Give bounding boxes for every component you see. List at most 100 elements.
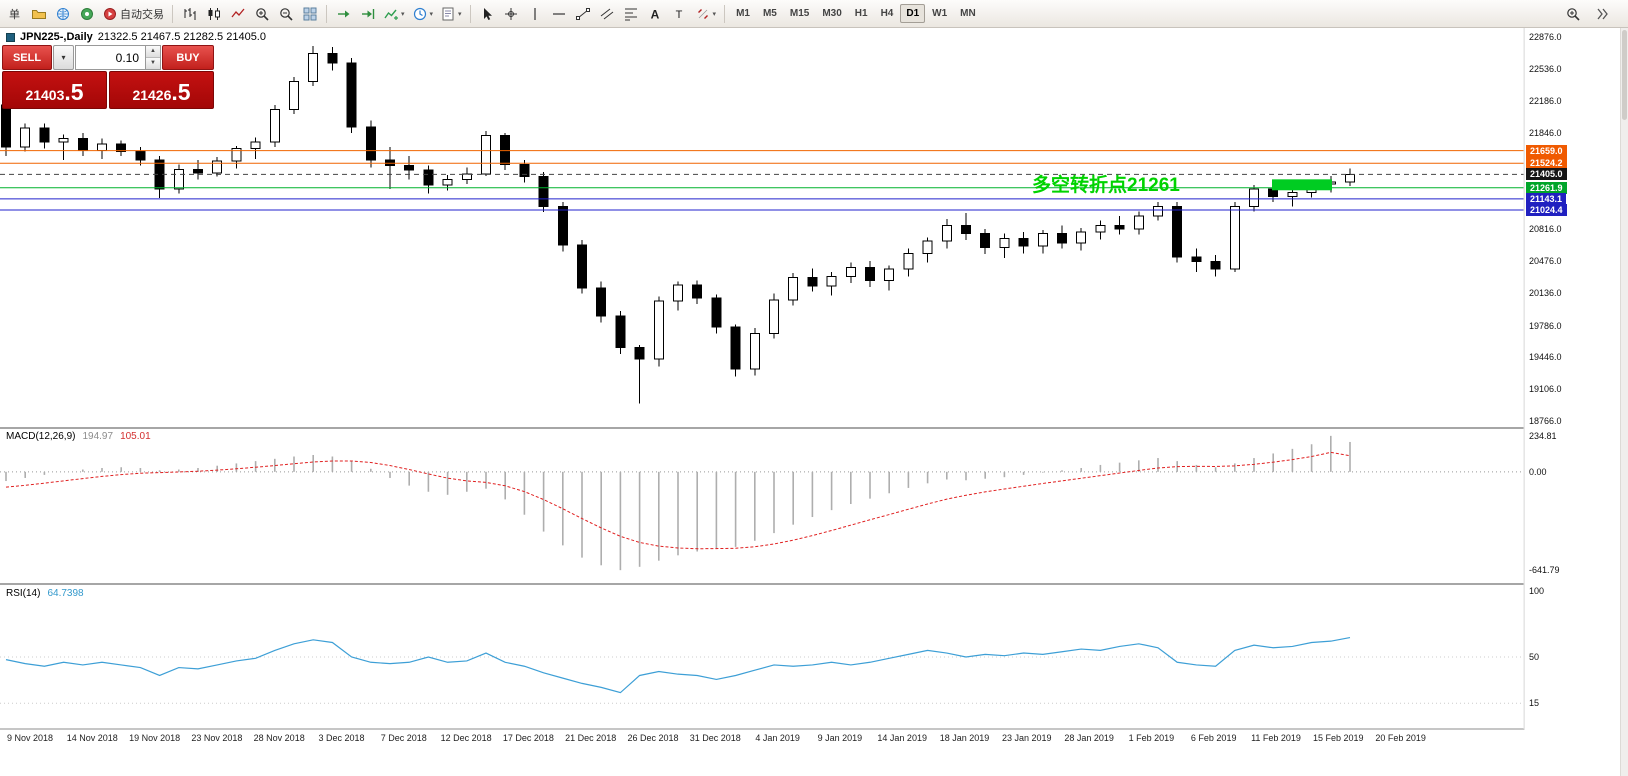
bar-chart-button[interactable]	[178, 2, 201, 25]
indicators-button[interactable]: ▾	[380, 2, 408, 25]
macd-signal-value: 105.01	[120, 431, 151, 442]
volume-increase-button[interactable]: ▲	[146, 46, 160, 58]
zoom-out-icon	[278, 6, 294, 22]
label-icon: T	[671, 6, 687, 22]
date-label: 19 Nov 2018	[129, 733, 181, 743]
sell-price-button[interactable]: 21403.5	[2, 71, 107, 109]
date-label: 14 Nov 2018	[66, 733, 118, 743]
charts-folder-button[interactable]	[27, 2, 50, 25]
candlestick-chart-button[interactable]	[202, 2, 225, 25]
svg-text:T: T	[676, 9, 683, 21]
sell-button[interactable]: SELL	[2, 45, 52, 70]
autotrading-button[interactable]: 自动交易	[99, 2, 167, 25]
buy-button[interactable]: BUY	[162, 45, 214, 70]
date-label: 4 Jan 2019	[755, 733, 800, 743]
price-tick: 20136.0	[1529, 287, 1562, 298]
fibonacci-button[interactable]	[620, 2, 643, 25]
date-label: 28 Nov 2018	[253, 733, 305, 743]
date-label: 21 Dec 2018	[565, 733, 617, 743]
arrow-objects-button[interactable]: ▾	[692, 2, 720, 25]
date-label: 26 Dec 2018	[627, 733, 679, 743]
toolbar-separator	[172, 4, 173, 23]
chart-symbol: JPN225-,Daily	[20, 31, 93, 43]
timeframe-m1[interactable]: M1	[730, 4, 756, 23]
text-icon: A	[647, 6, 663, 22]
channel-button[interactable]	[596, 2, 619, 25]
chevron-down-icon: ▾	[712, 10, 717, 18]
buy-price-button[interactable]: 21426.5	[109, 71, 214, 109]
candles-icon	[206, 6, 222, 22]
macd-axis-tick: 0.00	[1529, 466, 1547, 477]
price-tick: 22536.0	[1529, 63, 1562, 74]
date-label: 3 Dec 2018	[318, 733, 365, 743]
horizontal-line-button[interactable]	[548, 2, 571, 25]
chart-tab: JPN225-,Daily 21322.5 21467.5 21282.5 21…	[6, 31, 266, 43]
date-label: 18 Jan 2019	[939, 733, 990, 743]
trade-panel-prices: 21403.5 21426.5	[2, 71, 214, 109]
timeframe-mn[interactable]: MN	[954, 4, 982, 23]
line-icon	[230, 6, 246, 22]
auto-scroll-button[interactable]	[332, 2, 355, 25]
cursor-button[interactable]	[476, 2, 499, 25]
timeframe-m5[interactable]: M5	[757, 4, 783, 23]
templates-button[interactable]: ▾	[437, 2, 465, 25]
zoom-in-button[interactable]	[250, 2, 273, 25]
volume-value[interactable]: 0.10	[115, 50, 139, 65]
date-label: 20 Feb 2019	[1375, 733, 1426, 743]
date-label: 12 Dec 2018	[440, 733, 492, 743]
date-label: 23 Jan 2019	[1002, 733, 1052, 743]
order-type-dropdown[interactable]: ▾	[53, 45, 74, 70]
timeframe-m30[interactable]: M30	[816, 4, 847, 23]
rsi-value: 64.7398	[47, 588, 84, 599]
tile-windows-button[interactable]	[298, 2, 321, 25]
periods-button[interactable]: ▾	[409, 2, 437, 25]
shift-icon	[360, 6, 376, 22]
macd-main-value: 194.97	[82, 431, 114, 442]
trade-panel-controls: SELL ▾ 0.10 ▲ ▼ BUY	[2, 45, 214, 70]
rsi-name: RSI(14)	[6, 588, 41, 599]
price-tick: 19106.0	[1529, 384, 1562, 395]
autotrade-icon	[102, 6, 118, 22]
toolbar-separator	[724, 4, 726, 23]
trendline-button[interactable]	[572, 2, 595, 25]
volume-field[interactable]: 0.10 ▲ ▼	[75, 45, 161, 70]
timeframe-w1[interactable]: W1	[926, 4, 953, 23]
time-axis[interactable]: 9 Nov 2018 14 Nov 2018 19 Nov 2018 23 Nov 2…	[0, 730, 1620, 750]
zoom-out-button[interactable]	[274, 2, 297, 25]
date-label: 9 Nov 2018	[6, 733, 54, 743]
autotrading-button-label: 自动交易	[120, 8, 164, 21]
timeframe-d1[interactable]: D1	[900, 4, 926, 23]
search-button[interactable]	[1561, 2, 1584, 25]
crosshair-icon	[503, 6, 519, 22]
price-axis[interactable]: 22876.0 22536.0 22186.0 21846.0 20816.0 20476…	[1524, 28, 1620, 730]
chevron-down-icon: ▾	[458, 10, 462, 18]
clock-icon	[412, 6, 428, 22]
zoom-in-icon	[1565, 6, 1581, 22]
chart-shift-button[interactable]	[356, 2, 379, 25]
chart-ohlc: 21322.5 21467.5 21282.5 21405.0	[97, 31, 266, 43]
volume-spinner: ▲ ▼	[145, 46, 160, 69]
toolbar: 单 自动交易 ▾ ▾ ▾ A T ▾ M1 M5 M15 M30 H1 H4 D1 W1 MN	[0, 0, 1628, 28]
volume-decrease-button[interactable]: ▼	[146, 58, 160, 69]
date-label: 14 Jan 2019	[877, 733, 927, 743]
market-watch-button[interactable]	[75, 2, 98, 25]
toolbar-options-button[interactable]	[1590, 2, 1613, 25]
line-chart-button[interactable]	[226, 2, 249, 25]
crosshair-button[interactable]	[500, 2, 523, 25]
timeframe-h4[interactable]: H4	[875, 4, 900, 23]
chart-canvas[interactable]	[0, 28, 1628, 748]
timeframe-m15[interactable]: M15	[784, 4, 815, 23]
scrollbar-thumb[interactable]	[1622, 30, 1627, 120]
new-order-button[interactable]: 单	[3, 2, 26, 25]
timeframe-h1[interactable]: H1	[849, 4, 874, 23]
text-button[interactable]: A	[644, 2, 667, 25]
vertical-scrollbar[interactable]	[1620, 28, 1628, 776]
profiles-button[interactable]	[51, 2, 74, 25]
toolbar-separator	[469, 4, 471, 23]
toolbar-buttons: 单 自动交易 ▾ ▾ ▾ A T ▾ M1 M5 M15 M30 H1 H4 D1 W1 MN	[3, 2, 982, 25]
chart-tab-icon	[6, 32, 15, 42]
text-label-button[interactable]: T	[668, 2, 691, 25]
vline-icon	[527, 6, 543, 22]
vertical-line-button[interactable]	[524, 2, 547, 25]
